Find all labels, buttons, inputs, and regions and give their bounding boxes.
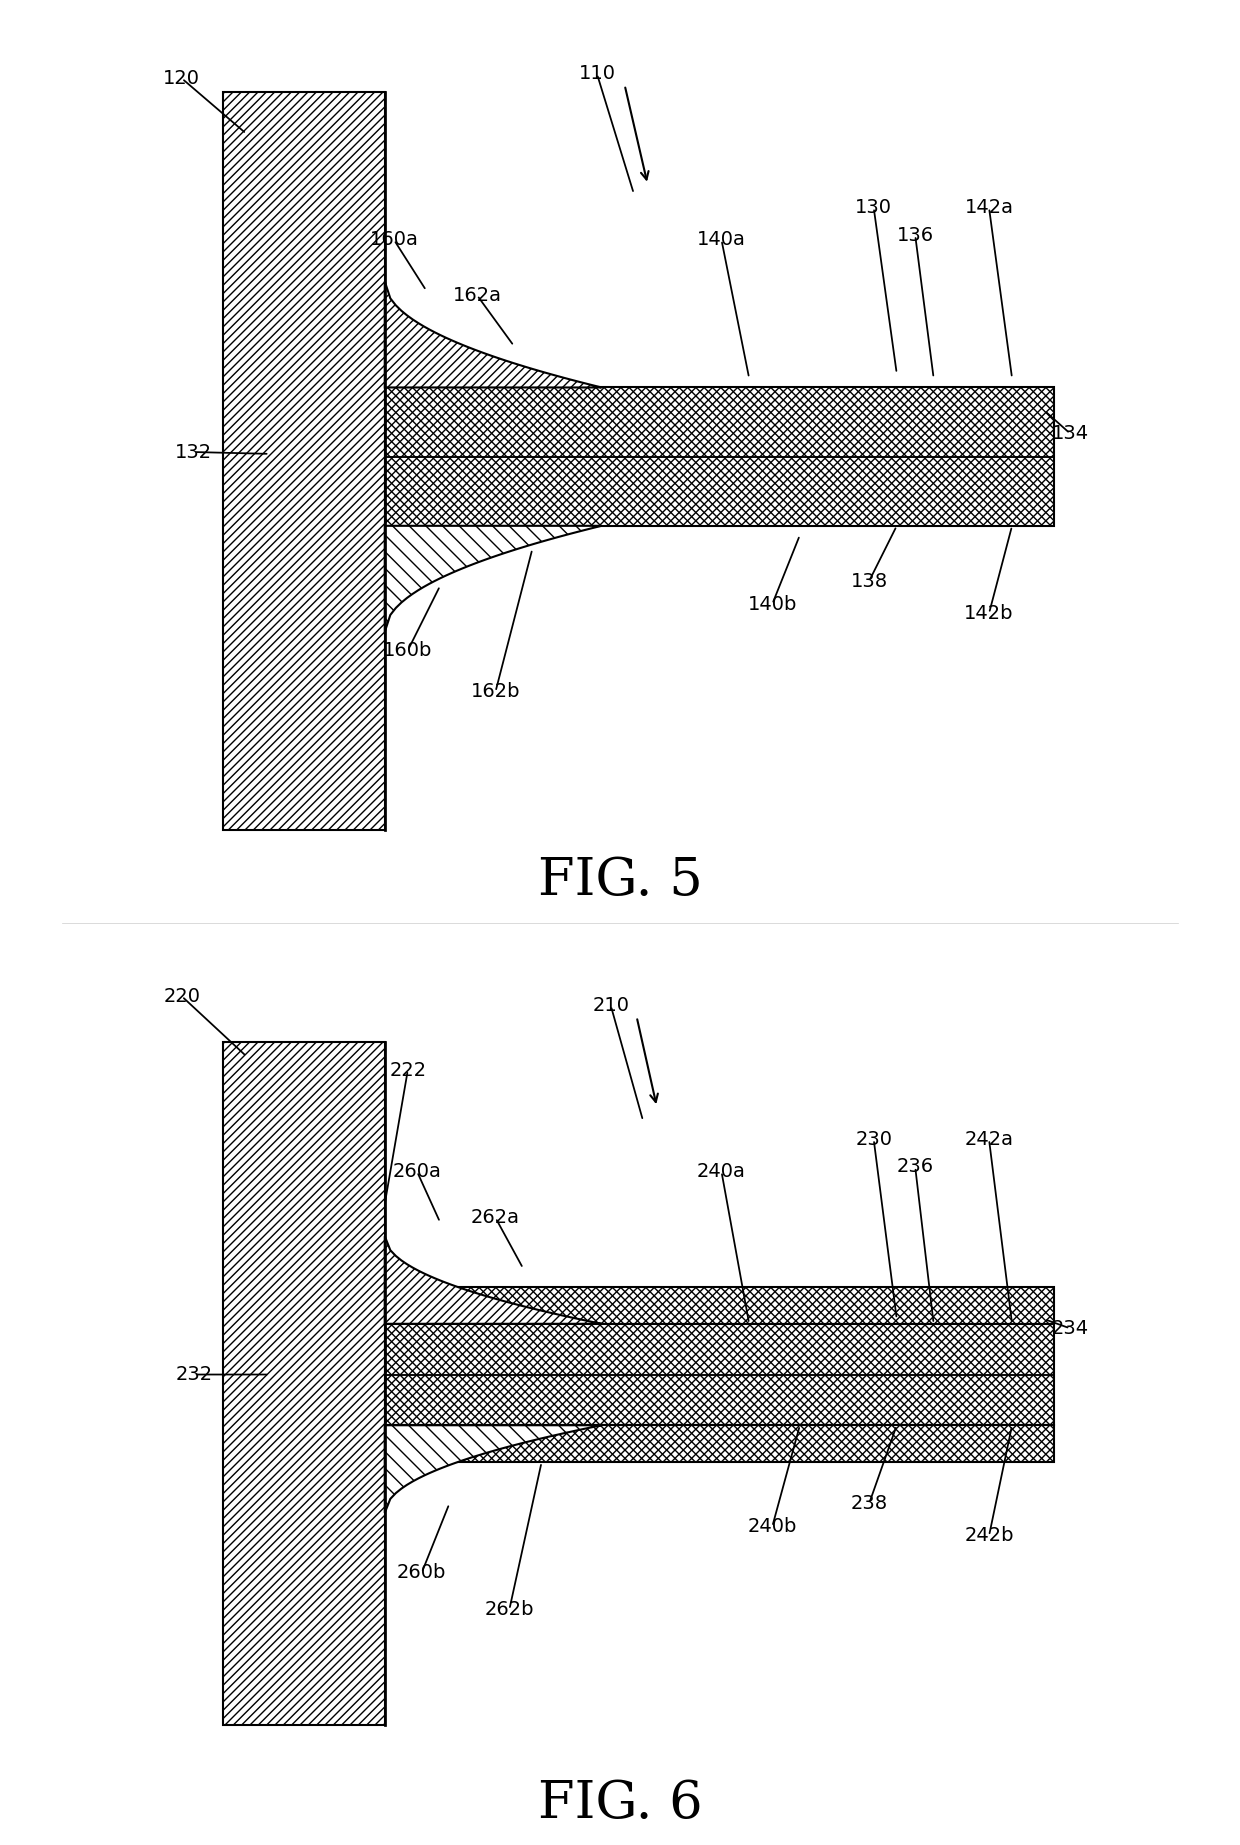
Bar <box>384 387 1054 526</box>
Text: 134: 134 <box>1052 424 1089 443</box>
Text: 262a: 262a <box>471 1208 520 1227</box>
Text: 260a: 260a <box>393 1162 441 1181</box>
Text: 162b: 162b <box>471 683 521 701</box>
Polygon shape <box>384 282 601 387</box>
Bar <box>223 1042 384 1725</box>
Text: 136: 136 <box>897 225 934 245</box>
Bar <box>384 1286 1054 1325</box>
Text: 240a: 240a <box>697 1162 746 1181</box>
Text: 262b: 262b <box>485 1600 534 1620</box>
Text: 160b: 160b <box>383 640 433 661</box>
Text: 142b: 142b <box>965 603 1014 624</box>
Text: 238: 238 <box>851 1494 888 1513</box>
Text: 160a: 160a <box>370 231 418 249</box>
Text: 120: 120 <box>164 68 201 89</box>
Text: FIG. 5: FIG. 5 <box>538 856 702 906</box>
Text: 222: 222 <box>389 1061 427 1079</box>
Bar <box>384 387 1054 526</box>
Bar <box>384 1424 1054 1461</box>
Bar <box>384 1424 1054 1461</box>
Bar <box>384 1325 1054 1424</box>
Text: 138: 138 <box>851 572 888 590</box>
Text: 260b: 260b <box>397 1563 446 1583</box>
Polygon shape <box>384 1424 601 1513</box>
Text: 130: 130 <box>856 197 893 218</box>
Text: 142a: 142a <box>965 197 1013 218</box>
Text: 162a: 162a <box>453 286 501 304</box>
Text: 242a: 242a <box>965 1129 1013 1149</box>
Text: 132: 132 <box>175 443 212 461</box>
Text: FIG. 6: FIG. 6 <box>538 1779 702 1828</box>
Text: 140b: 140b <box>748 594 797 614</box>
Polygon shape <box>384 526 601 631</box>
Bar <box>223 92 384 830</box>
Text: 236: 236 <box>897 1157 934 1177</box>
Text: 232: 232 <box>175 1365 212 1384</box>
Text: 242b: 242b <box>965 1526 1014 1546</box>
Text: 220: 220 <box>164 987 201 1006</box>
Bar <box>384 1325 1054 1424</box>
Text: 240b: 240b <box>748 1517 797 1537</box>
Text: 210: 210 <box>593 996 629 1015</box>
Text: 234: 234 <box>1052 1319 1089 1338</box>
Text: 230: 230 <box>856 1129 893 1149</box>
Text: 110: 110 <box>578 65 615 83</box>
Bar <box>384 1286 1054 1325</box>
Polygon shape <box>384 1236 601 1325</box>
Text: 140a: 140a <box>697 231 746 249</box>
